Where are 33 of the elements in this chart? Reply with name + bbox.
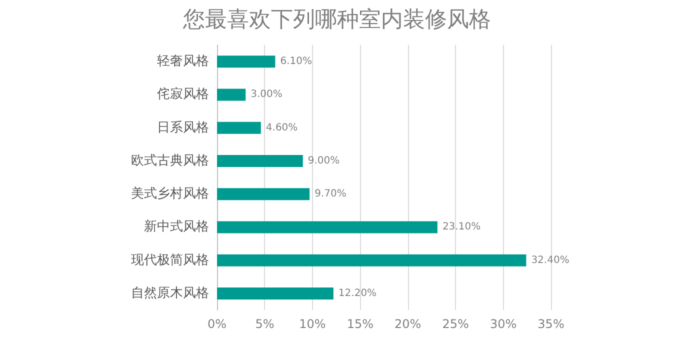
data-label: 3.00% bbox=[250, 89, 282, 100]
x-tick-label: 30% bbox=[490, 317, 517, 331]
chart-title: 您最喜欢下列哪种室内装修风格 bbox=[182, 8, 491, 32]
data-label: 9.00% bbox=[308, 155, 340, 166]
x-tick-label: 20% bbox=[394, 317, 422, 331]
x-tick-label: 10% bbox=[299, 317, 326, 331]
x-tick-label: 5% bbox=[255, 317, 274, 331]
data-label: 4.60% bbox=[266, 122, 298, 134]
bar bbox=[217, 56, 276, 68]
bar bbox=[217, 88, 246, 101]
y-tick-label: 侘寂风格 bbox=[157, 86, 209, 102]
bar bbox=[217, 221, 438, 234]
y-tick-label: 美式乡村风格 bbox=[131, 186, 209, 202]
y-tick-label: 新中式风格 bbox=[144, 220, 209, 235]
data-label: 32.40% bbox=[531, 254, 570, 266]
bar bbox=[217, 154, 303, 167]
bar bbox=[217, 287, 334, 300]
y-tick-label: 现代极简风格 bbox=[131, 252, 209, 268]
x-tick-label: 25% bbox=[442, 317, 469, 331]
x-tick-label: 0% bbox=[207, 317, 227, 331]
data-label: 9.70% bbox=[314, 188, 346, 200]
data-label: 6.10% bbox=[280, 56, 312, 68]
y-tick-label: 欧式古典风格 bbox=[131, 153, 209, 168]
x-tick-label: 15% bbox=[346, 317, 374, 331]
data-label: 12.20% bbox=[338, 288, 377, 299]
data-label: 23.10% bbox=[442, 222, 481, 233]
x-tick-label: 35% bbox=[538, 317, 564, 331]
bar bbox=[217, 188, 310, 200]
y-tick-label: 轻奢风格 bbox=[157, 54, 209, 70]
y-tick-label: 日系风格 bbox=[157, 120, 209, 136]
y-tick-label: 自然原木风格 bbox=[131, 286, 209, 301]
bar bbox=[217, 254, 526, 266]
bar bbox=[217, 122, 261, 134]
